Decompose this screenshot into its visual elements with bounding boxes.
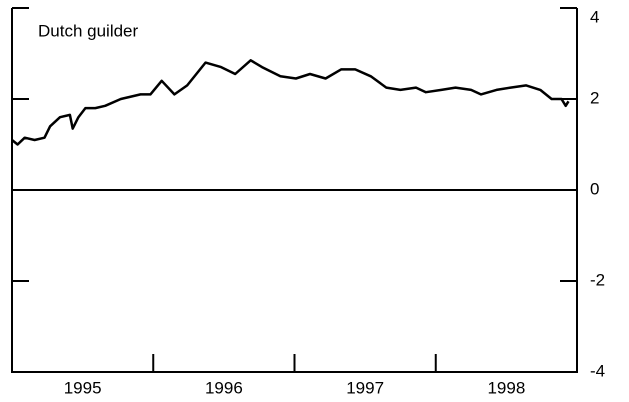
- x-tick-label: 1997: [346, 378, 384, 397]
- x-tick-label: 1996: [205, 378, 243, 397]
- x-tick-label: 1995: [64, 378, 102, 397]
- y-tick-label: -2: [590, 270, 605, 289]
- chart-title: Dutch guilder: [38, 21, 139, 40]
- y-tick-label: 4: [590, 7, 599, 26]
- y-tick-label: -4: [590, 361, 605, 380]
- y-tick-label: 2: [590, 88, 599, 107]
- data-line: [11, 59, 570, 146]
- x-tick-label: 1998: [487, 378, 525, 397]
- y-tick-label: 0: [590, 179, 599, 198]
